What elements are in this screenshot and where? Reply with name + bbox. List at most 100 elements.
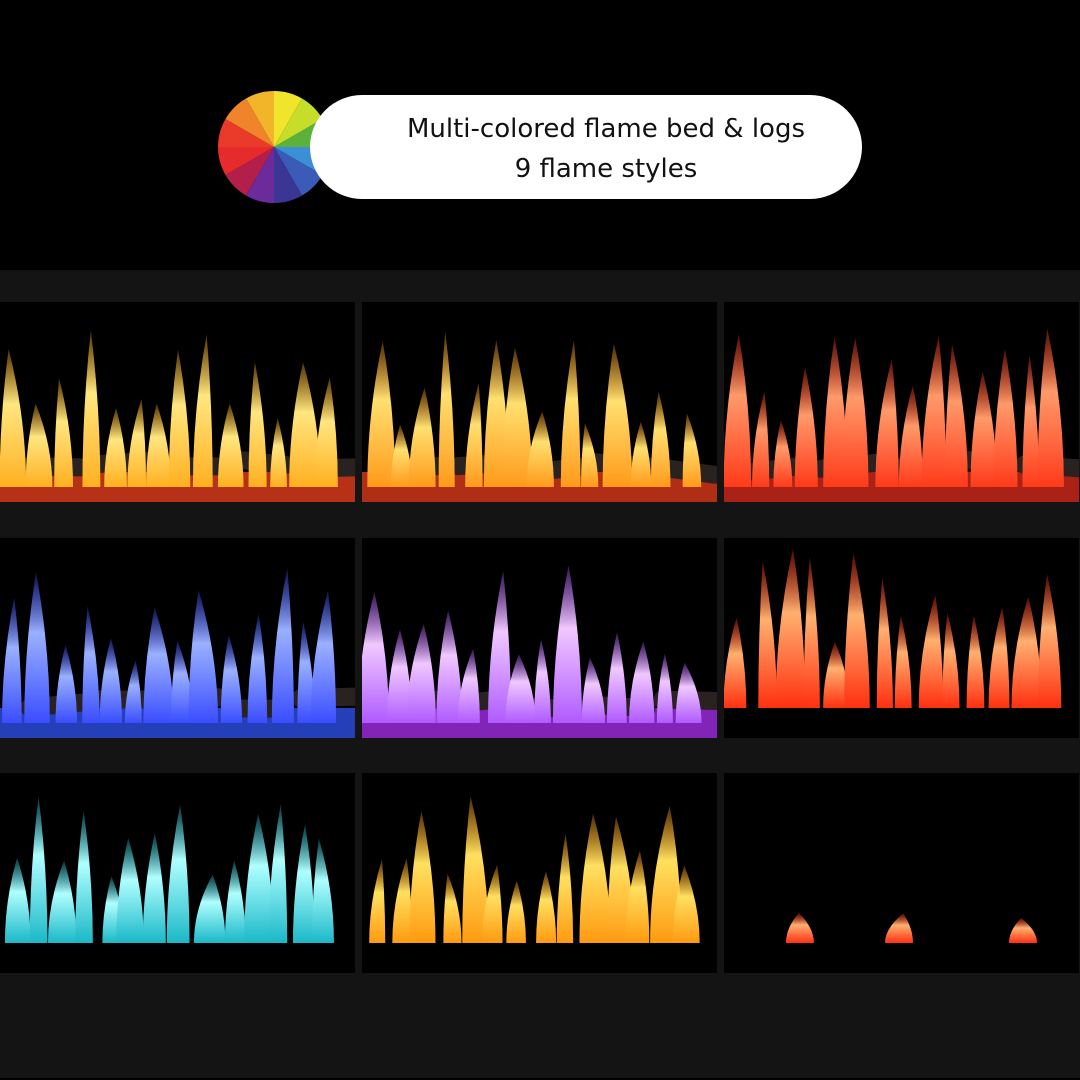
flame bbox=[82, 606, 100, 723]
flame bbox=[54, 378, 74, 487]
flame bbox=[823, 641, 850, 708]
flame bbox=[116, 837, 144, 943]
wheel-segment bbox=[218, 119, 274, 147]
flame bbox=[556, 833, 574, 943]
flame bbox=[875, 359, 899, 487]
flame bbox=[724, 333, 752, 487]
flame bbox=[944, 344, 968, 487]
flame bbox=[268, 803, 288, 943]
flame bbox=[993, 348, 1018, 487]
flame-style-tile bbox=[724, 773, 1079, 973]
flame bbox=[876, 577, 893, 708]
flame bbox=[104, 408, 127, 487]
flame bbox=[481, 864, 503, 943]
color-wheel-icon bbox=[218, 91, 330, 203]
flame bbox=[367, 340, 396, 487]
flame-style-tile bbox=[0, 773, 355, 973]
flame bbox=[1037, 574, 1062, 708]
wheel-segment bbox=[225, 147, 274, 196]
flame bbox=[462, 796, 489, 943]
feature-banner: Multi-colored flame bed & logs 9 flame s… bbox=[310, 95, 862, 199]
flame bbox=[248, 361, 267, 487]
flame bbox=[1037, 327, 1064, 487]
flame bbox=[526, 411, 554, 487]
flame bbox=[552, 565, 582, 723]
wheel-segment bbox=[274, 147, 302, 203]
flame bbox=[75, 810, 93, 943]
flame bbox=[127, 398, 147, 487]
flame bbox=[629, 641, 655, 723]
flame bbox=[650, 805, 682, 943]
flame bbox=[602, 343, 633, 487]
flame bbox=[921, 335, 947, 487]
flame bbox=[193, 874, 226, 943]
wheel-segment bbox=[246, 91, 274, 147]
flame bbox=[894, 615, 912, 708]
flame bbox=[884, 913, 913, 943]
flame bbox=[483, 339, 510, 487]
flame bbox=[168, 349, 191, 487]
flame bbox=[392, 858, 413, 943]
flame bbox=[386, 629, 412, 723]
wheel-segment bbox=[225, 98, 274, 147]
flame bbox=[217, 403, 244, 487]
wheel-segment bbox=[274, 147, 323, 196]
flame bbox=[311, 838, 334, 943]
flame-grid bbox=[0, 270, 1080, 1078]
flame bbox=[650, 391, 671, 487]
flame bbox=[505, 654, 536, 723]
flame bbox=[966, 615, 985, 708]
flame bbox=[271, 568, 294, 723]
flame bbox=[289, 362, 321, 487]
flame bbox=[1022, 354, 1040, 487]
flame bbox=[785, 912, 814, 943]
flame bbox=[270, 417, 287, 487]
flame bbox=[487, 570, 512, 723]
flame bbox=[581, 657, 606, 723]
flame bbox=[24, 572, 50, 723]
flame bbox=[99, 637, 123, 723]
flame bbox=[465, 382, 483, 487]
flame bbox=[4, 857, 31, 943]
flame bbox=[390, 424, 413, 487]
flame bbox=[310, 590, 337, 723]
flame bbox=[244, 813, 274, 943]
flame bbox=[724, 617, 747, 708]
flame bbox=[682, 413, 702, 487]
flame bbox=[1, 597, 22, 723]
flame bbox=[988, 606, 1010, 708]
flame bbox=[192, 334, 213, 487]
flame bbox=[560, 340, 581, 487]
flame bbox=[536, 871, 557, 943]
flame bbox=[409, 810, 436, 943]
flame-style-tile bbox=[362, 538, 717, 738]
wheel-segment bbox=[218, 147, 274, 175]
flame bbox=[672, 865, 700, 943]
flame bbox=[579, 813, 611, 943]
flame bbox=[606, 632, 627, 723]
flame bbox=[1011, 596, 1042, 708]
flame bbox=[773, 420, 793, 487]
flame bbox=[146, 403, 171, 487]
flame bbox=[794, 366, 818, 487]
flame bbox=[918, 594, 944, 708]
flame bbox=[47, 860, 77, 943]
flame bbox=[124, 660, 142, 723]
flame bbox=[29, 796, 48, 943]
banner-line-2: 9 flame styles bbox=[514, 154, 698, 184]
flame bbox=[25, 403, 53, 487]
flame bbox=[1008, 917, 1037, 943]
flame bbox=[142, 833, 166, 943]
flame bbox=[758, 560, 777, 708]
flame bbox=[82, 330, 101, 487]
flame-style-tile bbox=[724, 302, 1079, 502]
flame bbox=[362, 592, 390, 723]
flame-style-tile bbox=[362, 773, 717, 973]
flame bbox=[292, 823, 315, 943]
flame bbox=[188, 590, 219, 723]
flame bbox=[55, 645, 78, 723]
flame bbox=[625, 850, 650, 943]
flame-style-tile bbox=[0, 302, 355, 502]
wheel-segment bbox=[274, 98, 323, 147]
flame bbox=[247, 613, 268, 723]
